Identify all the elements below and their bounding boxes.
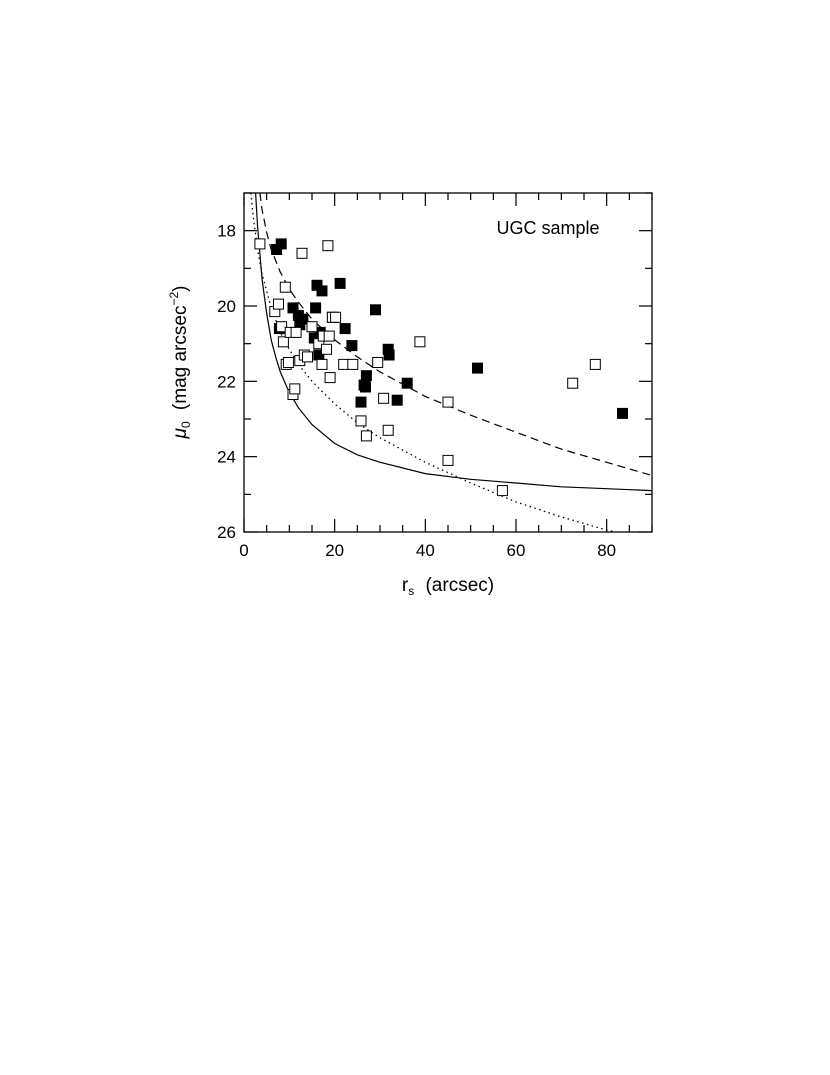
solid-curve	[255, 193, 652, 492]
filled-square-point	[275, 238, 287, 250]
open-square-point	[378, 392, 390, 404]
open-square-point	[316, 358, 328, 370]
x-tick-label: 80	[597, 541, 616, 560]
axis-ticks	[243, 192, 653, 533]
open-square-point	[296, 247, 308, 259]
open-square-point	[279, 281, 291, 293]
open-square-point	[414, 336, 426, 348]
y-tick-label: 18	[217, 222, 236, 241]
filled-square-point	[383, 349, 395, 361]
open-square-point	[323, 330, 335, 342]
filled-square-point	[360, 370, 372, 382]
y-tick-label: 26	[217, 523, 236, 542]
filled-square-point	[346, 340, 358, 352]
x-tick-label: 60	[507, 541, 526, 560]
open-square-point	[273, 298, 284, 310]
tick-labels: 0 20 40 60 80 18 20 22 24 26	[217, 222, 616, 560]
open-square-point	[277, 336, 289, 348]
open-square-point	[302, 351, 313, 363]
open-square-point	[442, 454, 454, 466]
open-square-point	[324, 372, 336, 384]
filled-square-point	[472, 362, 483, 374]
open-square-point	[442, 396, 454, 408]
filled-square-point	[401, 377, 413, 389]
open-square-point	[321, 343, 332, 355]
x-tick-label: 20	[325, 541, 344, 560]
y-tick-label: 22	[217, 372, 236, 391]
open-square-point	[330, 311, 342, 323]
open-square-point	[360, 430, 372, 442]
open-square-point	[338, 358, 350, 370]
filled-square-point	[316, 285, 328, 297]
open-square-point	[254, 238, 266, 250]
open-square-point	[372, 357, 384, 368]
filled-square-point	[617, 407, 628, 419]
x-axis-symbol: r	[402, 575, 409, 596]
filled-square-point	[360, 381, 371, 393]
dotted-curve	[250, 193, 616, 532]
y-axis-close: )	[170, 286, 191, 292]
open-square-point	[382, 424, 394, 436]
sample-annotation: UGC sample	[496, 218, 599, 238]
y-axis-unit: (mag arcsec	[170, 306, 191, 411]
filled-square-point	[370, 304, 381, 316]
open-square-point	[282, 357, 294, 368]
x-axis-subscript: s	[408, 584, 414, 598]
x-axis-title: rs (arcsec)	[402, 575, 494, 598]
open-square-point	[589, 358, 601, 370]
open-square-point	[567, 377, 579, 389]
y-axis-subscript: 0	[179, 421, 193, 428]
x-tick-label: 0	[239, 541, 248, 560]
x-axis-unit: (arcsec)	[425, 575, 494, 596]
open-square-point	[289, 383, 301, 395]
x-tick-label: 40	[416, 541, 435, 560]
y-tick-label: 24	[217, 448, 236, 467]
y-axis-title: μ0 (mag arcsec−2)	[167, 286, 193, 440]
y-axis-superscript: −2	[167, 292, 181, 306]
filled-square-point	[334, 277, 346, 289]
filled-square-point	[391, 394, 403, 406]
open-square-point	[276, 321, 288, 333]
filled-square-point	[297, 313, 309, 325]
open-square-point	[290, 326, 302, 338]
y-tick-label: 20	[217, 297, 236, 316]
data-points	[254, 238, 628, 497]
open-square-point	[496, 485, 508, 497]
open-square-point	[355, 415, 367, 427]
filled-square-point	[355, 396, 367, 408]
filled-square-point	[310, 302, 322, 314]
filled-square-point	[339, 323, 351, 335]
open-square-point	[322, 240, 334, 252]
open-square-point	[306, 321, 318, 333]
y-axis-symbol: μ	[170, 427, 191, 439]
open-square-point	[347, 358, 359, 370]
